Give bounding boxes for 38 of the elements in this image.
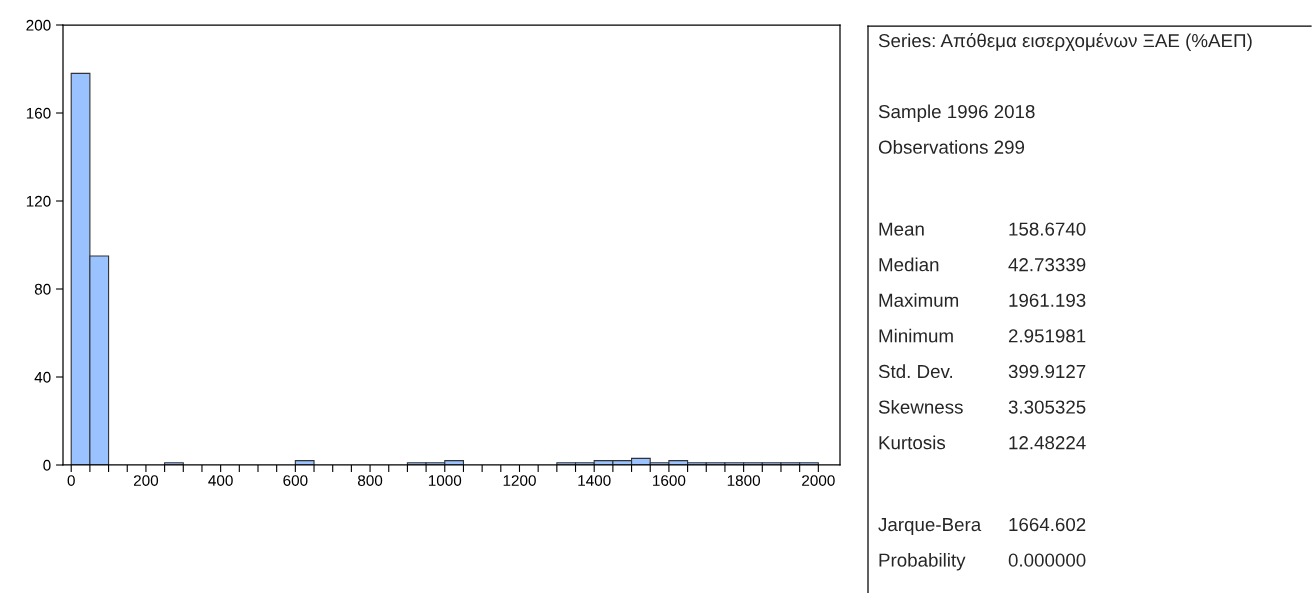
x-tick-label: 1800 bbox=[727, 475, 761, 486]
text: Sample 1996 2018 bbox=[878, 104, 1035, 122]
text: Probability bbox=[879, 553, 966, 571]
x-tick-label: 2000 bbox=[802, 475, 835, 486]
text: Kurtosis bbox=[879, 435, 946, 450]
x-tick-label: 400 bbox=[208, 475, 233, 486]
text: Median bbox=[879, 257, 939, 272]
y-tick-label: 0 bbox=[43, 459, 51, 471]
y-tick-label: 40 bbox=[34, 371, 51, 383]
text: Mean bbox=[879, 222, 924, 236]
text: Skewness bbox=[878, 399, 963, 414]
x-tick-label: 1000 bbox=[428, 475, 462, 486]
x-tick-label: 1400 bbox=[578, 475, 611, 486]
text: 3.305325 bbox=[1008, 400, 1086, 414]
y-tick-label: 120 bbox=[26, 195, 51, 207]
y-tick-label: 160 bbox=[26, 107, 51, 119]
y-tick-label: 80 bbox=[34, 283, 51, 295]
x-tick-label: 0 bbox=[67, 475, 75, 486]
text: 158.6740 bbox=[1009, 222, 1086, 236]
x-tick-label: 1200 bbox=[503, 475, 536, 486]
text: 42.73339 bbox=[1008, 258, 1086, 272]
x-tick-label: 600 bbox=[283, 475, 308, 486]
text: Minimum bbox=[879, 328, 953, 343]
text: Maximum bbox=[879, 293, 959, 307]
x-tick-label: 1600 bbox=[653, 475, 686, 486]
text: Observations 299 bbox=[878, 140, 1025, 154]
text: Std. Dev. bbox=[878, 364, 953, 379]
text: 2.951981 bbox=[1008, 329, 1086, 343]
text: Jarque-Bera bbox=[878, 518, 982, 535]
text: 0.000000 bbox=[1008, 553, 1086, 567]
text: 12.48224 bbox=[1009, 436, 1086, 450]
text: 1961.193 bbox=[1009, 293, 1086, 307]
y-tick-label: 200 bbox=[26, 19, 51, 31]
text: 399.9127 bbox=[1008, 364, 1086, 379]
text: Series: Απόθεμα εισερχομένων ΞΑΕ (%ΑΕΠ) bbox=[878, 32, 1252, 52]
x-tick-label: 200 bbox=[133, 475, 159, 486]
text: 1664.602 bbox=[1009, 517, 1086, 532]
x-tick-label: 800 bbox=[357, 475, 383, 486]
